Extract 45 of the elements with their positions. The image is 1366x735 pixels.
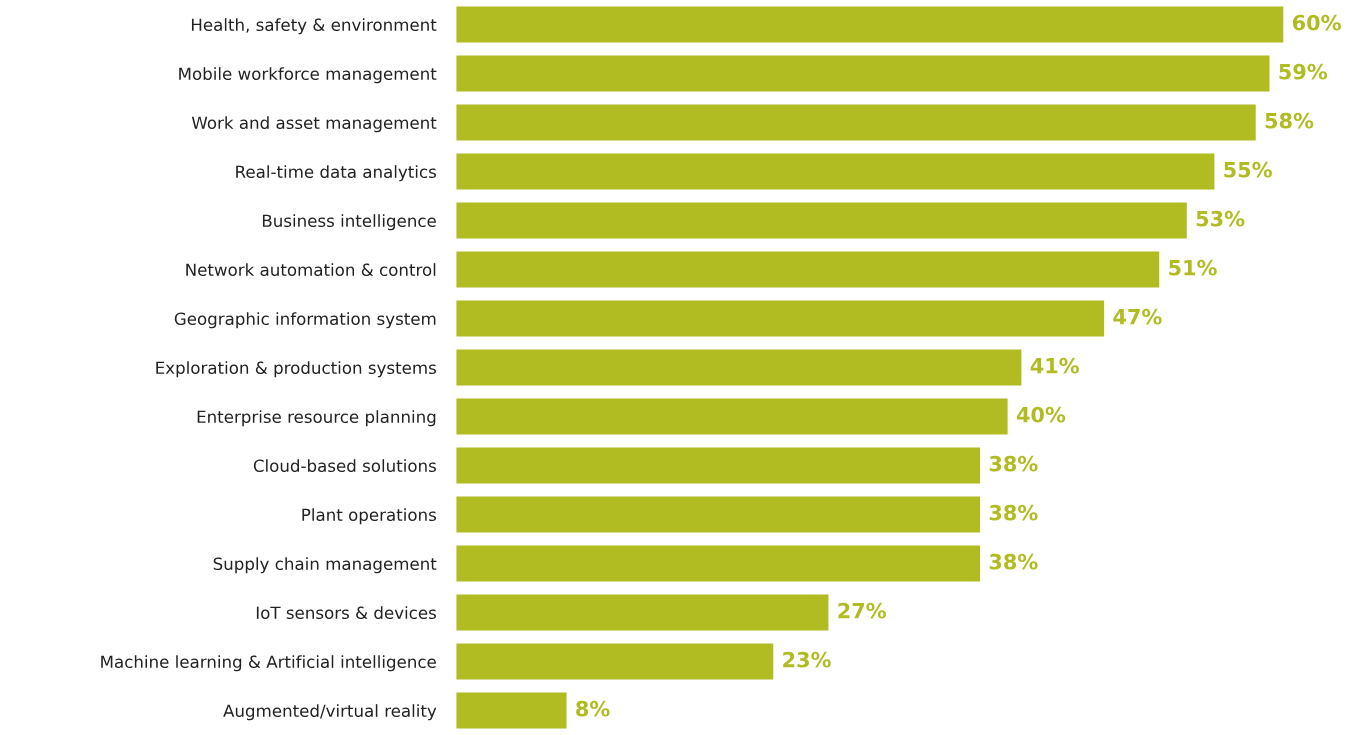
bar xyxy=(456,545,981,582)
y-tick-label: Real-time data analytics xyxy=(236,165,436,182)
data-label: 47% xyxy=(1113,308,1162,325)
y-tick-label: Enterprise resource planning xyxy=(197,410,436,427)
bar xyxy=(456,594,829,631)
bar xyxy=(456,6,1284,43)
data-label: 40% xyxy=(1016,406,1066,423)
data-label: 23% xyxy=(783,651,831,668)
bar xyxy=(456,692,567,729)
data-label: 38% xyxy=(989,504,1038,521)
bar xyxy=(456,251,1160,288)
y-tick-label: Business intelligence xyxy=(262,214,436,231)
data-label: 41% xyxy=(1030,357,1079,374)
data-label: 60% xyxy=(1292,14,1341,31)
bar xyxy=(456,300,1105,337)
bar xyxy=(456,447,981,484)
y-tick-label: Geographic information system xyxy=(174,312,436,329)
data-label: 51% xyxy=(1169,259,1217,276)
bar xyxy=(456,643,774,680)
data-label: 27% xyxy=(838,602,886,619)
bar xyxy=(456,55,1270,92)
y-tick-label: Plant operations xyxy=(302,508,436,525)
y-tick-label: Augmented/virtual reality xyxy=(223,704,437,721)
y-tick-label: Supply chain management xyxy=(213,557,437,574)
y-tick-label: Cloud-based solutions xyxy=(253,459,436,473)
data-label: 38% xyxy=(989,455,1038,472)
y-tick-label: Exploration & production systems xyxy=(156,361,436,378)
y-tick-label: IoT sensors & devices xyxy=(256,606,436,620)
data-label: 8% xyxy=(576,700,610,717)
y-tick-label: Machine learning & Artificial intelligence xyxy=(101,655,436,672)
data-label: 38% xyxy=(989,553,1038,570)
y-tick-label: Work and asset management xyxy=(191,116,437,133)
bar xyxy=(456,153,1215,190)
data-label: 58% xyxy=(1265,112,1314,129)
y-tick-label: Mobile workforce management xyxy=(179,67,437,84)
data-label: 55% xyxy=(1224,161,1272,178)
data-label: 53% xyxy=(1196,210,1245,227)
data-label: 59% xyxy=(1279,63,1328,80)
y-tick-label: Health, safety & environment xyxy=(191,18,437,35)
bar xyxy=(456,104,1256,141)
bar xyxy=(456,202,1187,239)
bar xyxy=(456,349,1022,386)
y-tick-label: Network automation & control xyxy=(186,263,436,277)
bar xyxy=(456,496,981,533)
bar xyxy=(456,398,1008,435)
